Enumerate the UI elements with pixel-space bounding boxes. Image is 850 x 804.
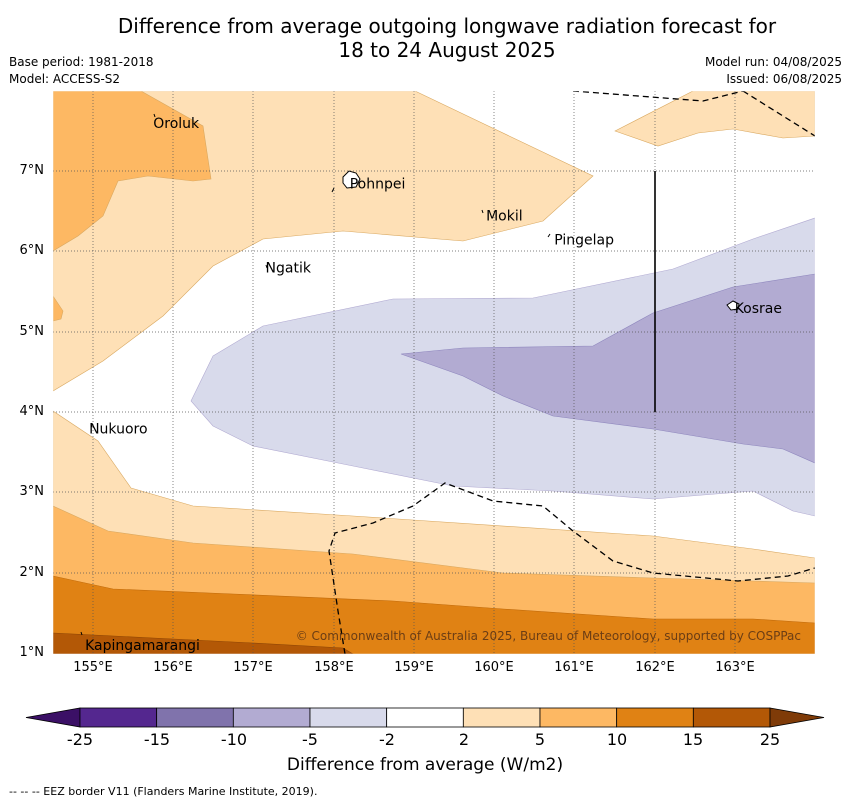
meta-left: Base period: 1981-2018 Model: ACCESS-S2 xyxy=(9,54,154,88)
place-label-ngatik: Ngatik xyxy=(266,261,312,277)
kosrae-island xyxy=(726,300,740,311)
colorbar-label: -5 xyxy=(302,730,318,749)
eez-border xyxy=(328,91,815,654)
colorbar-swatch xyxy=(539,707,618,728)
model-name: Model: ACCESS-S2 xyxy=(9,72,121,86)
lat-tick-4: 4°N xyxy=(19,404,45,419)
place-label-kosrae: Kosrae xyxy=(735,301,782,317)
lat-tick-3: 3°N xyxy=(19,484,45,499)
place-labels: Oroluk Pohnpei Mokil Pingelap Ngatik Kosrae Nu… xyxy=(85,116,782,654)
lat-tick-7: 7°N xyxy=(19,163,45,178)
colorbar-swatch xyxy=(616,707,694,728)
place-label-nukuoro: Nukuoro xyxy=(89,421,147,437)
colorbar-extend-high xyxy=(769,707,825,728)
pohnpei-island xyxy=(342,170,361,189)
map-title: Difference from average outgoing longwav… xyxy=(0,14,850,62)
base-period: Base period: 1981-2018 xyxy=(9,55,154,69)
model-run: Model run: 04/08/2025 xyxy=(704,55,842,69)
pohnpei-islet xyxy=(331,187,335,193)
colorbar-swatch xyxy=(692,707,771,728)
colorbar-swatch xyxy=(386,707,464,728)
lon-tick-159: 159°E xyxy=(394,660,434,675)
map-panel: Oroluk Pohnpei Mokil Pingelap Ngatik Kosrae Nu… xyxy=(53,91,815,654)
place-label-pohnpei: Pohnpei xyxy=(350,176,406,192)
contour-5to10-edge xyxy=(53,295,64,322)
colorbar-swatch xyxy=(232,707,311,728)
lat-tick-2: 2°N xyxy=(19,565,45,580)
lon-tick-157: 157°E xyxy=(233,660,273,675)
contour-neg10to5 xyxy=(400,273,815,464)
colorbar-swatch xyxy=(309,707,388,728)
place-label-kapingamarangi: Kapingamarangi xyxy=(85,638,200,654)
contour-10to15-south xyxy=(53,575,815,654)
meta-right: Model run: 04/08/2025 Issued: 06/08/2025 xyxy=(705,54,842,88)
colorbar-extend-low xyxy=(25,707,81,728)
colorbar-label: -10 xyxy=(220,730,248,749)
lon-tick-162: 162°E xyxy=(635,660,675,675)
place-label-pingelap: Pingelap xyxy=(554,233,614,249)
issued-date: Issued: 06/08/2025 xyxy=(726,72,842,86)
lat-tick-6: 6°N xyxy=(19,243,45,258)
copyright-notice: © Commonwealth of Australia 2025, Bureau… xyxy=(296,629,801,643)
lon-tick-156: 156°E xyxy=(153,660,193,675)
lon-tick-158: 158°E xyxy=(314,660,354,675)
colorbar xyxy=(25,707,825,728)
colorbar-label: 25 xyxy=(759,730,781,749)
colorbar-label: -2 xyxy=(379,730,395,749)
lon-tick-160: 160°E xyxy=(474,660,514,675)
lat-tick-5: 5°N xyxy=(19,324,45,339)
colorbar-swatch xyxy=(462,707,541,728)
islet-markers xyxy=(80,113,551,636)
lon-tick-163: 163°E xyxy=(715,660,755,675)
graticule xyxy=(53,91,815,654)
contour-15to25-south xyxy=(53,632,354,654)
lon-tick-155: 155°E xyxy=(73,660,113,675)
colorbar-title: Difference from average (W/m2) xyxy=(286,755,564,775)
title-line-2: 18 to 24 August 2025 xyxy=(338,38,556,62)
colorbar-label: 15 xyxy=(682,730,704,749)
place-label-mokil: Mokil xyxy=(486,208,523,224)
footer-note: -- -- -- EEZ border V11 (Flanders Marine… xyxy=(9,785,318,798)
title-line-1: Difference from average outgoing longwav… xyxy=(117,14,777,38)
colorbar-label: 5 xyxy=(534,730,546,749)
colorbar-label: 2 xyxy=(458,730,470,749)
colorbar-label: 10 xyxy=(606,730,628,749)
colorbar-label: -25 xyxy=(66,730,94,749)
colorbar-swatch xyxy=(156,707,234,728)
colorbar-swatch xyxy=(79,707,158,728)
lat-tick-1: 1°N xyxy=(19,645,45,660)
colorbar-label: -15 xyxy=(143,730,171,749)
lon-tick-161: 161°E xyxy=(554,660,594,675)
place-label-oroluk: Oroluk xyxy=(153,116,200,132)
